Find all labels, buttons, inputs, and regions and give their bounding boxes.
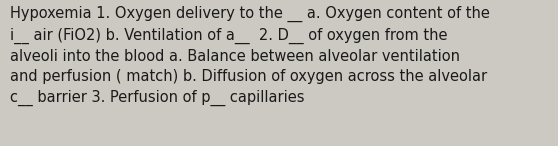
Text: Hypoxemia 1. Oxygen delivery to the __ a. Oxygen content of the
i__ air (FiO2) b: Hypoxemia 1. Oxygen delivery to the __ a…	[10, 6, 490, 106]
